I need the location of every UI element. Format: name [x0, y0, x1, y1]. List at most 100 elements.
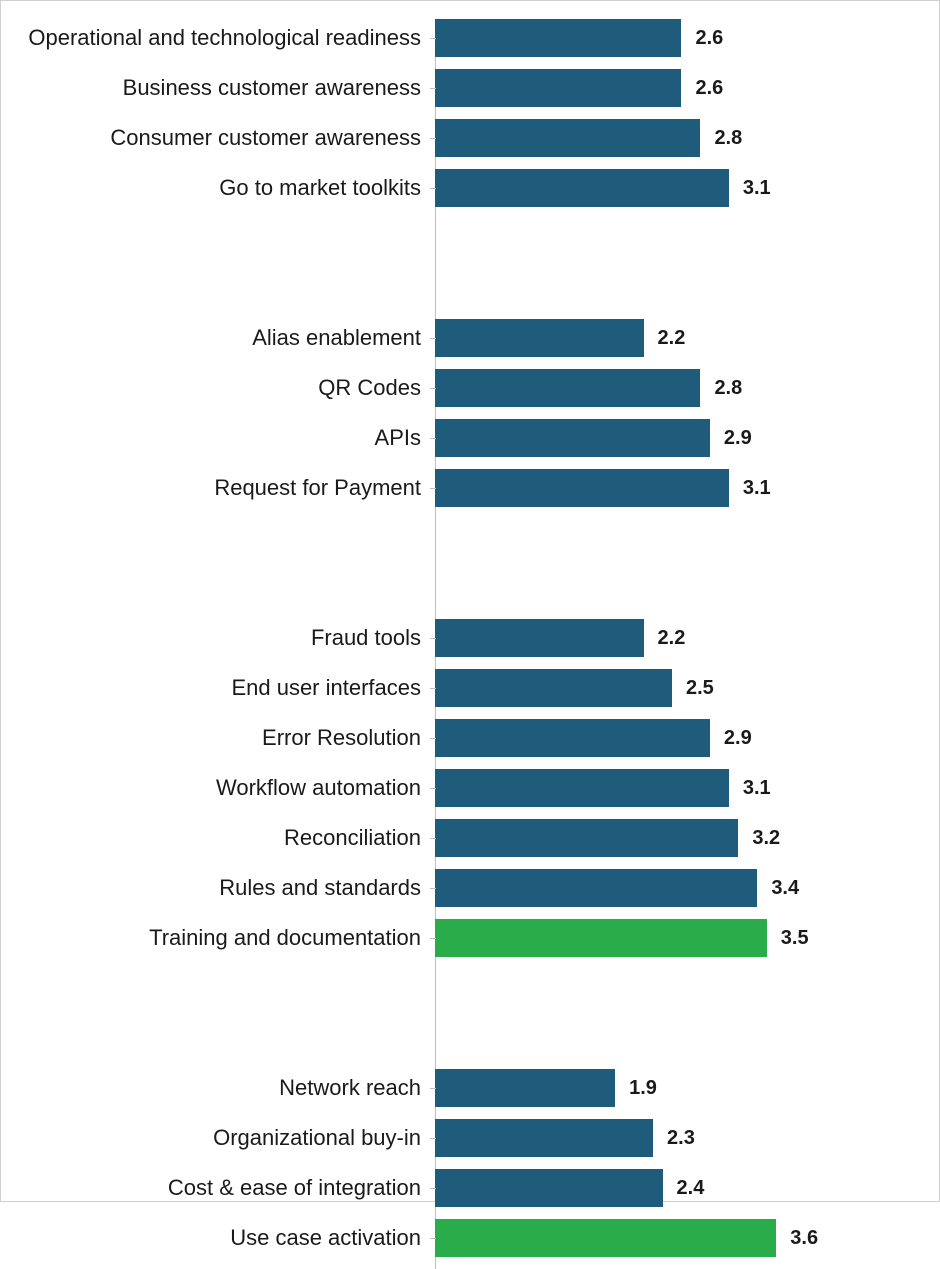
bar [435, 869, 757, 907]
bar-row: Organizational buy-in2.3 [13, 1119, 909, 1157]
axis-tick [430, 138, 436, 139]
bar-value: 2.9 [724, 727, 752, 750]
bar-value: 2.8 [714, 377, 742, 400]
axis-tick [430, 488, 436, 489]
bar [435, 369, 700, 407]
bar [435, 419, 710, 457]
bar-label: QR Codes [13, 375, 435, 401]
bar [435, 819, 738, 857]
bar-value: 3.1 [743, 177, 771, 200]
axis-tick [430, 1088, 436, 1089]
bar-row: APIs 2.9 [13, 419, 909, 457]
bar-value: 3.5 [781, 927, 809, 950]
bar-label: Workflow automation [13, 775, 435, 801]
bar-row: Request for Payment 3.1 [13, 469, 909, 507]
bar [435, 919, 767, 957]
bar-label: Business customer awareness [13, 75, 435, 101]
bar-row: Error Resolution 2.9 [13, 719, 909, 757]
bar-area: 2.2 [435, 319, 909, 357]
axis-tick [430, 788, 436, 789]
bar-value: 2.5 [686, 677, 714, 700]
bar-area: 3.6 [435, 1219, 909, 1257]
bar [435, 1119, 653, 1157]
chart-frame: Operational and technological readiness2… [0, 0, 940, 1202]
bar-row: Network reach 1.9 [13, 1069, 909, 1107]
bar [435, 69, 681, 107]
bar [435, 1169, 663, 1207]
bar-row: Reconciliation3.2 [13, 819, 909, 857]
bar-label: APIs [13, 425, 435, 451]
bar-label: Request for Payment [13, 475, 435, 501]
bar-value: 2.2 [658, 327, 686, 350]
bar-label: Reconciliation [13, 825, 435, 851]
axis-tick [430, 688, 436, 689]
bar-value: 3.1 [743, 777, 771, 800]
bar [435, 719, 710, 757]
bar-area: 2.8 [435, 369, 909, 407]
axis-tick [430, 338, 436, 339]
bar-chart: Operational and technological readiness2… [13, 19, 909, 1171]
bar-label: Training and documentation [13, 925, 435, 951]
bar [435, 1069, 615, 1107]
axis-tick [430, 638, 436, 639]
bar-area: 2.9 [435, 419, 909, 457]
bar-value: 2.8 [714, 127, 742, 150]
bar-row: Fraud tools 2.2 [13, 619, 909, 657]
bar-value: 3.4 [771, 877, 799, 900]
bar-area: 3.1 [435, 769, 909, 807]
axis-tick [430, 938, 436, 939]
axis-tick [430, 438, 436, 439]
bar [435, 319, 644, 357]
bar [435, 619, 644, 657]
bar-area: 2.2 [435, 619, 909, 657]
axis-tick [430, 1138, 436, 1139]
bar-area: 2.9 [435, 719, 909, 757]
bar [435, 669, 672, 707]
bar-area: 2.3 [435, 1119, 909, 1157]
bar-value: 3.6 [790, 1227, 818, 1250]
bar-row: Business customer awareness 2.6 [13, 69, 909, 107]
bar-area: 2.5 [435, 669, 909, 707]
bar-label: Rules and standards [13, 875, 435, 901]
bar-row: Rules and standards 3.4 [13, 869, 909, 907]
bar-value: 2.6 [695, 77, 723, 100]
bar-value: 1.9 [629, 1077, 657, 1100]
axis-tick [430, 88, 436, 89]
bar [435, 769, 729, 807]
axis-tick [430, 188, 436, 189]
bar-label: Go to market toolkits [13, 175, 435, 201]
bar-row: Alias enablement2.2 [13, 319, 909, 357]
axis-tick [430, 1238, 436, 1239]
bar-area: 3.1 [435, 469, 909, 507]
bar-area: 3.4 [435, 869, 909, 907]
bar-area: 2.6 [435, 69, 909, 107]
axis-tick [430, 1188, 436, 1189]
bar-label: End user interfaces [13, 675, 435, 701]
axis-tick [430, 888, 436, 889]
bar-label: Network reach [13, 1075, 435, 1101]
axis-tick [430, 738, 436, 739]
bar [435, 169, 729, 207]
bar-row: QR Codes 2.8 [13, 369, 909, 407]
bar-value: 2.3 [667, 1127, 695, 1150]
bar-value: 2.2 [658, 627, 686, 650]
axis-tick [430, 838, 436, 839]
bar-label: Error Resolution [13, 725, 435, 751]
bar-area: 2.6 [435, 19, 909, 57]
bar-area: 3.5 [435, 919, 909, 957]
bar-row: Training and documentation 3.5 [13, 919, 909, 957]
bar-value: 3.1 [743, 477, 771, 500]
bar-label: Use case activation [13, 1225, 435, 1251]
bar [435, 1219, 776, 1257]
bar-label: Cost & ease of integration [13, 1175, 435, 1201]
bar-label: Consumer customer awareness [13, 125, 435, 151]
bar-value: 2.4 [677, 1177, 705, 1200]
axis-tick [430, 38, 436, 39]
bar-label: Fraud tools [13, 625, 435, 651]
bar-area: 3.2 [435, 819, 909, 857]
bar-row: Use case activation 3.6 [13, 1219, 909, 1257]
bar [435, 19, 681, 57]
bar-row: Operational and technological readiness2… [13, 19, 909, 57]
bar-row: Workflow automation 3.1 [13, 769, 909, 807]
bar-value: 2.9 [724, 427, 752, 450]
